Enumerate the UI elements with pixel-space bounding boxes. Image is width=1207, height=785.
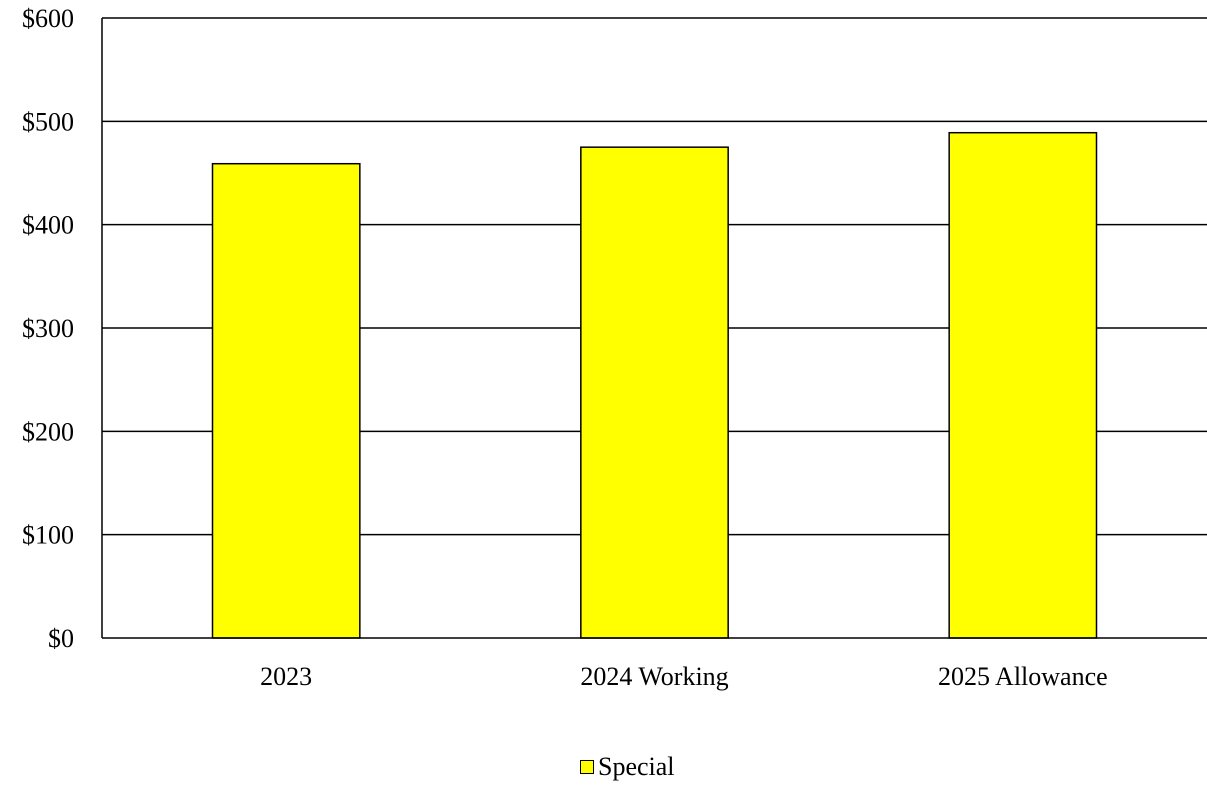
y-tick-label: $400 bbox=[22, 211, 74, 240]
legend: Special bbox=[580, 752, 675, 782]
y-tick-label: $0 bbox=[48, 624, 74, 653]
y-tick-label: $100 bbox=[22, 521, 74, 550]
legend-swatch bbox=[580, 760, 594, 774]
y-tick-label: $500 bbox=[22, 107, 74, 136]
x-tick-labels: 2023 2024 Working 2025 Allowance bbox=[260, 662, 1108, 691]
y-tick-label: $600 bbox=[22, 4, 74, 33]
y-tick-label: $300 bbox=[22, 314, 74, 343]
bar bbox=[580, 146, 729, 639]
bar bbox=[211, 162, 361, 639]
y-tick-label: $200 bbox=[22, 417, 74, 446]
bar bbox=[948, 131, 1098, 639]
x-tick-label: 2023 bbox=[260, 662, 312, 691]
bars bbox=[211, 131, 1098, 639]
y-tick-labels: $0 $100 $200 $300 $400 $500 $600 bbox=[22, 4, 74, 653]
x-tick-label: 2024 Working bbox=[580, 662, 728, 691]
legend-label: Special bbox=[598, 752, 675, 781]
axes bbox=[101, 18, 1207, 639]
x-tick-label: 2025 Allowance bbox=[938, 662, 1108, 691]
